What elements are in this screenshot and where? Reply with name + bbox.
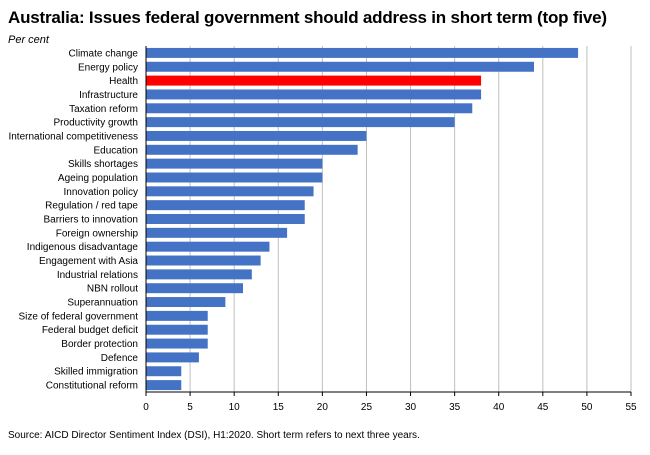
source-note: Source: AICD Director Sentiment Index (D… xyxy=(8,430,420,441)
x-tick-label: 40 xyxy=(493,402,505,413)
category-label: Superannuation xyxy=(67,298,138,309)
category-label: Size of federal government xyxy=(18,311,138,322)
category-labels: Climate change Energy policy Health Infrast… xyxy=(8,48,138,391)
category-label: Industrial relations xyxy=(57,270,138,281)
x-tick-label: 30 xyxy=(405,402,417,413)
unit-label: Per cent xyxy=(8,34,49,46)
bar-foreign-ownership xyxy=(146,227,288,238)
bar-taxation-reform xyxy=(146,103,473,114)
bar-indigenous-disadvantage xyxy=(146,241,270,252)
category-label: Border protection xyxy=(61,339,138,350)
axes xyxy=(145,46,632,396)
chart-title: Australia: Issues federal government sho… xyxy=(8,8,607,27)
category-label: Energy policy xyxy=(78,62,138,73)
x-tick-label: 55 xyxy=(625,402,637,413)
bar-defence xyxy=(146,352,199,363)
x-tick-label: 5 xyxy=(187,402,193,413)
category-label: Federal budget deficit xyxy=(42,325,138,336)
category-label: Climate change xyxy=(69,48,139,59)
bar-energy-policy xyxy=(146,61,534,72)
bar-engagement-with-asia xyxy=(146,255,261,266)
bar-skilled-immigration xyxy=(146,366,182,377)
x-tick-label: 50 xyxy=(581,402,593,413)
bar-health xyxy=(146,75,482,86)
category-label: NBN rollout xyxy=(87,284,138,295)
category-label: Skills shortages xyxy=(68,159,138,170)
bar-infrastructure xyxy=(146,89,482,100)
bar-industrial-relations xyxy=(146,269,252,280)
category-label: International competitiveness xyxy=(8,131,138,142)
tick-labels: 0 5 10 15 20 25 30 35 40 45 50 55 xyxy=(143,402,637,413)
category-label: Barriers to innovation xyxy=(44,215,139,226)
category-label: Infrastructure xyxy=(79,90,138,101)
bar-education xyxy=(146,144,358,155)
bar-regulation-red-tape xyxy=(146,200,305,211)
bar-climate-change xyxy=(146,47,579,58)
category-label: Productivity growth xyxy=(54,118,138,129)
x-tick-label: 35 xyxy=(449,402,461,413)
bar-chart: Climate change Energy policy Health Infrast… xyxy=(8,46,637,413)
bar-border-protection xyxy=(146,338,208,349)
category-label: Defence xyxy=(101,353,139,364)
bar-skills-shortages xyxy=(146,158,323,169)
bar-international-competitiveness xyxy=(146,130,367,141)
category-label: Foreign ownership xyxy=(56,228,139,239)
bar-innovation-policy xyxy=(146,186,314,197)
category-label: Taxation reform xyxy=(69,104,138,115)
category-label: Innovation policy xyxy=(64,187,139,198)
bar-federal-budget-deficit xyxy=(146,324,208,335)
category-label: Indigenous disadvantage xyxy=(27,242,139,253)
bar-constitutional-reform xyxy=(146,380,182,391)
bar-size-of-federal-government xyxy=(146,310,208,321)
bar-superannuation xyxy=(146,297,226,308)
x-tick-label: 0 xyxy=(143,402,149,413)
category-label: Ageing population xyxy=(58,173,138,184)
bar-ageing-population xyxy=(146,172,323,183)
category-label: Engagement with Asia xyxy=(39,256,138,267)
category-label: Health xyxy=(109,76,138,87)
bar-productivity-growth xyxy=(146,117,455,128)
bar-nbn-rollout xyxy=(146,283,243,294)
category-label: Regulation / red tape xyxy=(45,201,138,212)
category-label: Education xyxy=(94,145,138,156)
category-label: Constitutional reform xyxy=(46,381,138,392)
x-tick-label: 25 xyxy=(361,402,373,413)
bars xyxy=(146,47,579,391)
x-tick-label: 10 xyxy=(229,402,241,413)
bar-barriers-to-innovation xyxy=(146,214,305,224)
x-tick-label: 45 xyxy=(537,402,549,413)
x-tick-label: 15 xyxy=(273,402,285,413)
category-label: Skilled immigration xyxy=(54,367,138,378)
x-tick-label: 20 xyxy=(317,402,329,413)
